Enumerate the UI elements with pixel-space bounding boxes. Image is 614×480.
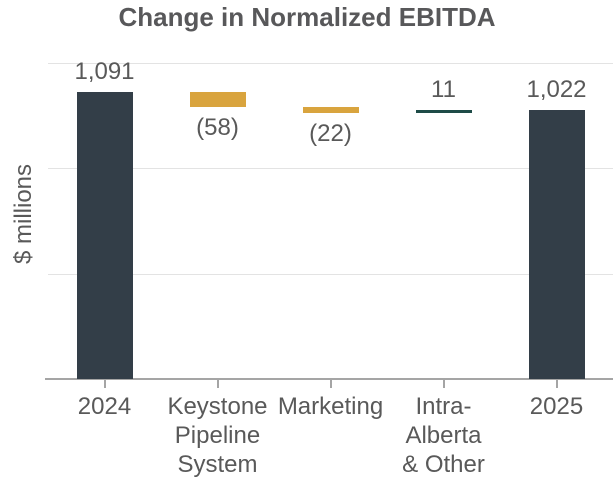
x-axis-category-label-keystone: Keystone Pipeline System [167,393,268,478]
x-axis-tick-keystone [216,380,219,388]
x-axis-category-label-2024: 2024 [77,393,132,420]
chart-title: Change in Normalized EBITDA [118,2,496,32]
gridline-400 [48,273,613,275]
x-axis-tick-marketing [329,380,332,388]
bar-marketing [302,106,359,113]
x-axis-tick-2024 [103,380,106,388]
gridline-800 [48,168,613,170]
bar-value-label-marketing: (22) [309,119,352,147]
x-axis-category-label-marketing: Marketing [277,393,384,420]
bar-value-label-2025: 1,022 [526,75,587,103]
bar-value-label-2024: 1,091 [74,57,135,85]
x-axis-tick-intra [442,380,445,388]
x-axis-tick-2025 [555,380,558,388]
bar-value-label-keystone: (58) [196,113,239,141]
bar-keystone [189,91,246,107]
x-axis-line [45,378,613,380]
gridline-1200 [48,63,613,64]
bar-2025 [528,109,585,379]
x-axis-category-label-2025: 2025 [529,393,584,420]
bar-2024 [76,91,133,379]
bar-intra [415,109,472,113]
bar-value-label-intra: 11 [431,75,456,103]
x-axis-category-label-intra: Intra- Alberta & Other [402,393,485,478]
